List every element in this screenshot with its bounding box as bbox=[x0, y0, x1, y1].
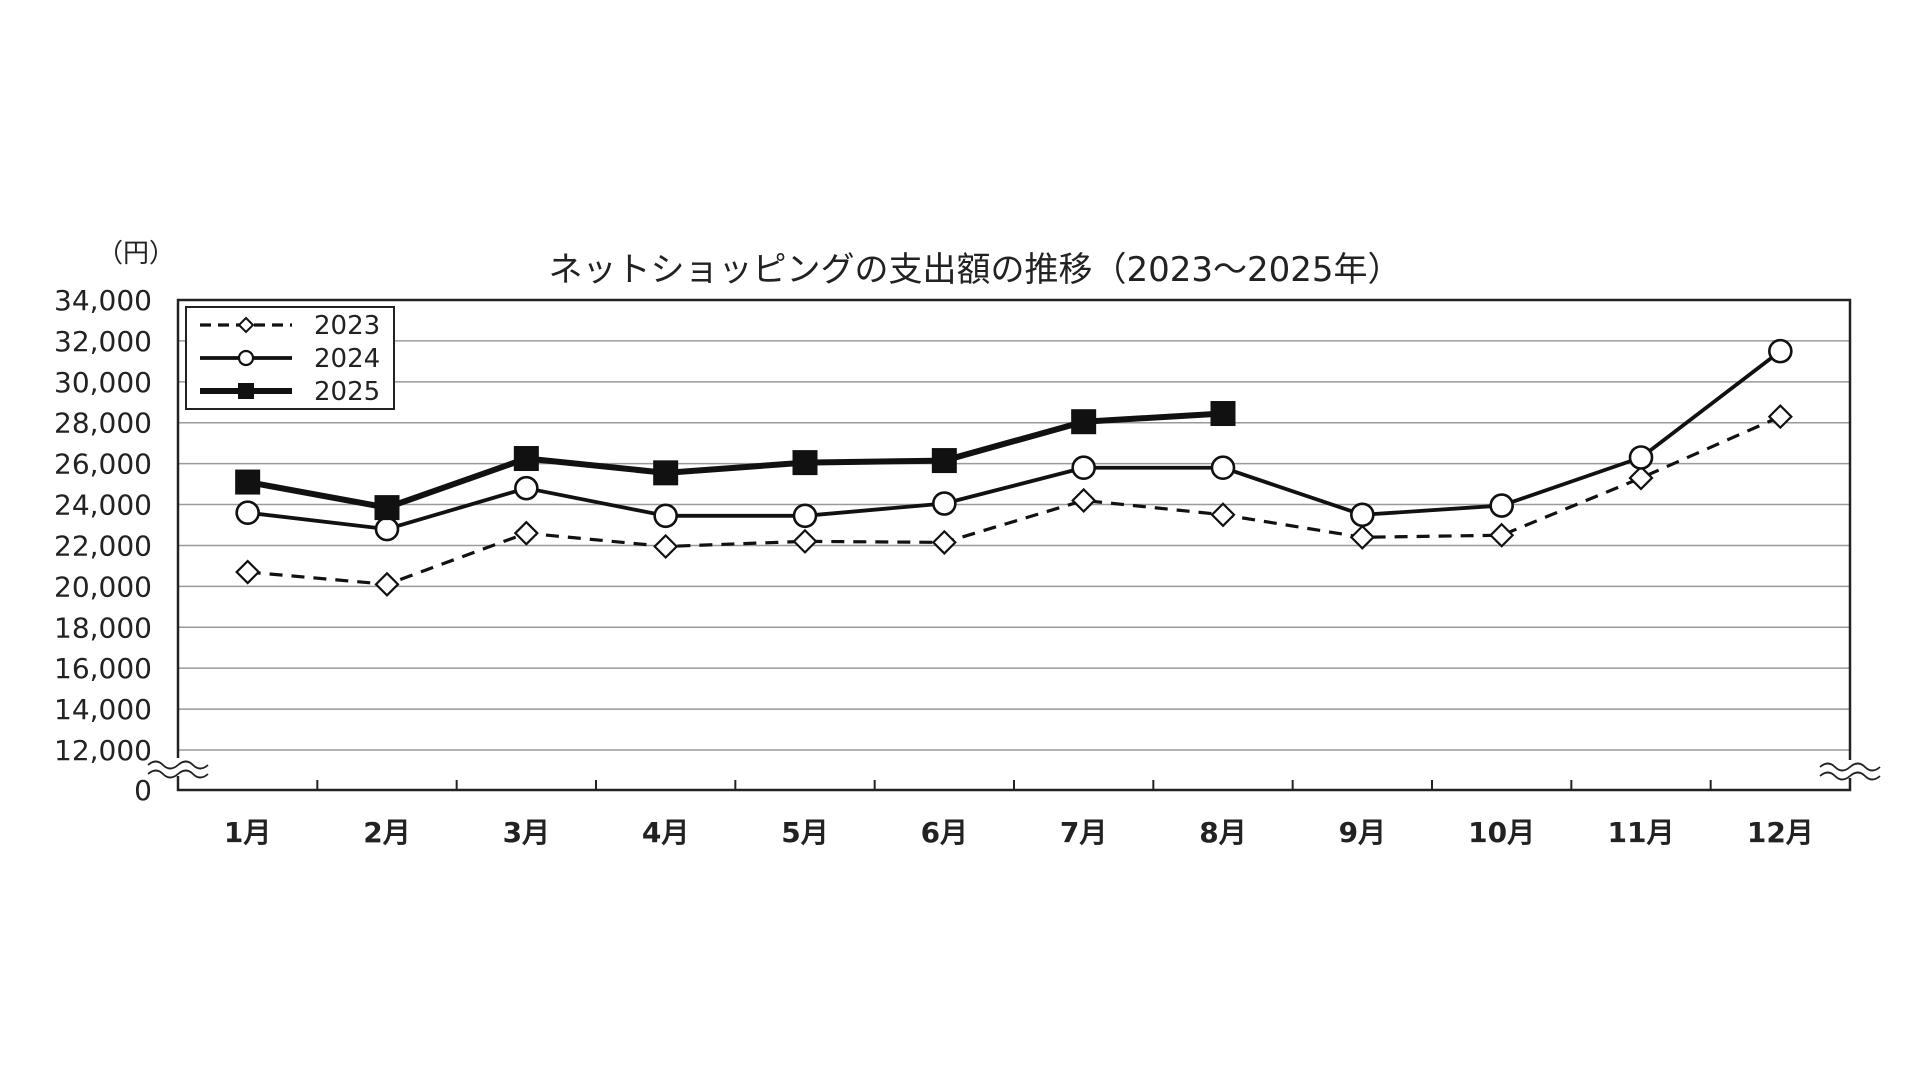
data-point-2023 bbox=[653, 533, 679, 560]
data-point-2024 bbox=[235, 500, 260, 526]
series-line-2024 bbox=[247, 349, 1782, 531]
axis-break-line bbox=[1819, 771, 1881, 781]
data-point-2024 bbox=[932, 491, 957, 516]
series-2023 bbox=[235, 404, 1793, 597]
y-tick-label: 0 bbox=[134, 774, 152, 807]
y-tick-label: 30,000 bbox=[54, 366, 152, 399]
data-point-2025 bbox=[513, 446, 539, 472]
data-point-2025 bbox=[374, 495, 400, 521]
x-tick-label: 11月 bbox=[1608, 816, 1675, 849]
y-tick-label: 28,000 bbox=[54, 407, 152, 440]
x-axis-ticks: 1月 2月 3月 4月 5月 6月 7月 8月 9月 10月 11月 12月 bbox=[224, 816, 1814, 849]
data-point-2023 bbox=[1071, 487, 1097, 514]
axis-break-mask bbox=[1818, 760, 1882, 778]
axis-break-line bbox=[147, 769, 209, 779]
axis-break-line bbox=[147, 760, 209, 770]
x-tick-label: 9月 bbox=[1339, 816, 1386, 849]
data-point-2023 bbox=[1767, 404, 1793, 430]
y-axis-ticks: 0 12,000 14,000 16,000 18,000 20,000 22,000 24,… bbox=[54, 284, 152, 807]
x-tick-label: 4月 bbox=[642, 816, 689, 849]
data-point-2025 bbox=[792, 450, 818, 476]
data-point-2024 bbox=[792, 503, 818, 529]
data-point-2023 bbox=[235, 559, 261, 585]
legend-label-2023: 2023 bbox=[314, 311, 380, 341]
x-tick-label: 2月 bbox=[363, 816, 410, 849]
x-tick-label: 5月 bbox=[781, 816, 828, 849]
legend-label-2025: 2025 bbox=[314, 377, 380, 407]
legend-label-2024: 2024 bbox=[314, 344, 380, 374]
data-point-2024 bbox=[514, 475, 539, 501]
y-tick-label: 22,000 bbox=[54, 529, 152, 562]
data-point-2025 bbox=[653, 460, 679, 486]
data-point-2023 bbox=[513, 520, 539, 546]
legend-marker-2023 bbox=[237, 316, 255, 334]
data-point-2023 bbox=[1628, 465, 1654, 491]
data-point-2024 bbox=[1628, 445, 1654, 470]
x-tick-label: 3月 bbox=[503, 816, 550, 849]
y-tick-label: 18,000 bbox=[54, 611, 152, 644]
legend-marker-2025 bbox=[238, 383, 254, 399]
data-point-2024 bbox=[1350, 502, 1375, 528]
series-lines bbox=[235, 338, 1793, 597]
x-tick-label: 1月 bbox=[224, 816, 271, 849]
data-point-2024 bbox=[1489, 493, 1514, 518]
data-point-2023 bbox=[931, 529, 957, 555]
chart-title: ネットショッピングの支出額の推移（2023～2025年） bbox=[548, 250, 1401, 290]
data-point-2025 bbox=[1071, 409, 1097, 435]
y-axis-unit-label: （円） bbox=[97, 239, 175, 269]
data-point-2023 bbox=[374, 571, 400, 597]
series-2024 bbox=[235, 338, 1793, 542]
y-tick-label: 26,000 bbox=[54, 448, 152, 481]
data-point-2024 bbox=[1071, 455, 1096, 481]
data-point-2024 bbox=[374, 516, 400, 542]
data-point-2024 bbox=[1210, 455, 1236, 481]
data-point-2023 bbox=[792, 528, 818, 554]
data-point-2023 bbox=[1349, 524, 1375, 550]
x-tick-label: 7月 bbox=[1060, 816, 1107, 849]
series-2025 bbox=[235, 401, 1236, 521]
y-tick-label: 24,000 bbox=[54, 489, 152, 522]
data-point-2025 bbox=[1210, 401, 1236, 427]
axis-break-line bbox=[1819, 762, 1881, 772]
y-tick-label: 14,000 bbox=[54, 693, 152, 726]
axis-break-mask bbox=[146, 758, 210, 776]
data-point-2024 bbox=[1768, 338, 1793, 364]
data-point-2025 bbox=[931, 448, 957, 474]
data-point-2023 bbox=[1210, 502, 1236, 528]
x-tick-label: 10月 bbox=[1468, 816, 1535, 849]
y-tick-label: 20,000 bbox=[54, 570, 152, 603]
y-tick-label: 12,000 bbox=[54, 734, 152, 767]
data-point-2023 bbox=[1489, 522, 1515, 548]
y-tick-label: 16,000 bbox=[54, 652, 152, 685]
gridlines bbox=[178, 340, 1850, 751]
axes bbox=[146, 298, 1882, 792]
legend-marker-2024 bbox=[237, 349, 255, 367]
series-line-2023 bbox=[247, 415, 1781, 586]
axis-break-mark bbox=[146, 758, 210, 779]
x-tick-label: 8月 bbox=[1199, 816, 1246, 849]
data-point-2024 bbox=[653, 503, 678, 529]
series-line-2025 bbox=[247, 410, 1224, 511]
x-tick-label: 12月 bbox=[1747, 816, 1814, 849]
axis-break-mark bbox=[1818, 760, 1882, 781]
y-tick-label: 32,000 bbox=[54, 325, 152, 358]
data-point-2025 bbox=[235, 469, 261, 495]
y-tick-label: 34,000 bbox=[54, 284, 152, 317]
x-tick-label: 6月 bbox=[921, 816, 968, 849]
